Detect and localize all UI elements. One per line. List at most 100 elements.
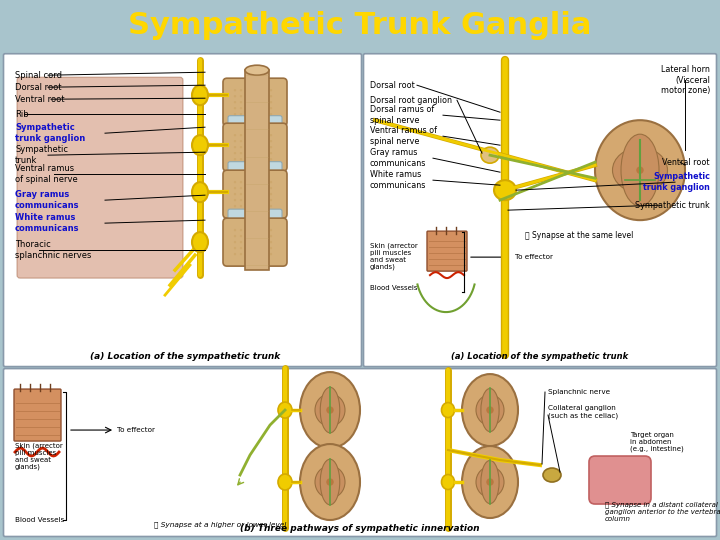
FancyBboxPatch shape xyxy=(223,170,287,218)
FancyBboxPatch shape xyxy=(4,53,361,367)
Ellipse shape xyxy=(462,374,518,446)
Ellipse shape xyxy=(192,182,208,202)
Circle shape xyxy=(252,229,254,231)
Circle shape xyxy=(240,199,242,201)
Text: Dorsal root: Dorsal root xyxy=(15,83,61,92)
Text: (b) Three pathways of sympathetic innervation: (b) Three pathways of sympathetic innerv… xyxy=(240,524,480,533)
Circle shape xyxy=(234,134,236,137)
Circle shape xyxy=(252,253,254,255)
Circle shape xyxy=(246,187,248,190)
Circle shape xyxy=(246,199,248,201)
Circle shape xyxy=(258,181,260,184)
FancyBboxPatch shape xyxy=(223,123,287,171)
Circle shape xyxy=(234,199,236,201)
Circle shape xyxy=(264,89,266,91)
Circle shape xyxy=(246,235,248,238)
Circle shape xyxy=(234,193,236,195)
Text: Gray ramus
communicans: Gray ramus communicans xyxy=(370,148,426,168)
Circle shape xyxy=(487,407,493,413)
Circle shape xyxy=(234,146,236,148)
Circle shape xyxy=(270,241,272,244)
Circle shape xyxy=(246,229,248,231)
Ellipse shape xyxy=(481,388,499,431)
Circle shape xyxy=(234,235,236,238)
Ellipse shape xyxy=(613,147,667,193)
Circle shape xyxy=(270,199,272,201)
Ellipse shape xyxy=(192,135,208,155)
Text: Sympathetic Trunk Ganglia: Sympathetic Trunk Ganglia xyxy=(128,11,592,39)
Circle shape xyxy=(240,140,242,143)
Circle shape xyxy=(246,193,248,195)
Circle shape xyxy=(240,229,242,231)
Circle shape xyxy=(270,253,272,255)
Circle shape xyxy=(234,247,236,249)
Circle shape xyxy=(270,95,272,97)
Circle shape xyxy=(258,107,260,110)
Circle shape xyxy=(252,247,254,249)
Circle shape xyxy=(258,205,260,207)
Circle shape xyxy=(252,235,254,238)
Circle shape xyxy=(258,152,260,154)
Circle shape xyxy=(258,89,260,91)
Text: Spinal cord: Spinal cord xyxy=(15,71,62,80)
Circle shape xyxy=(270,187,272,190)
Circle shape xyxy=(258,146,260,148)
Circle shape xyxy=(252,146,254,148)
Circle shape xyxy=(264,140,266,143)
Text: Sympathetic
trunk: Sympathetic trunk xyxy=(15,145,68,165)
Circle shape xyxy=(234,107,236,110)
FancyBboxPatch shape xyxy=(364,53,716,367)
Circle shape xyxy=(246,134,248,137)
Circle shape xyxy=(246,205,248,207)
Circle shape xyxy=(246,241,248,244)
Text: Sympathetic
trunk ganglion: Sympathetic trunk ganglion xyxy=(15,124,85,143)
Circle shape xyxy=(240,158,242,160)
Circle shape xyxy=(252,101,254,103)
Circle shape xyxy=(264,253,266,255)
Text: Dorsal root: Dorsal root xyxy=(370,80,415,90)
Circle shape xyxy=(252,95,254,97)
Ellipse shape xyxy=(320,459,340,505)
FancyBboxPatch shape xyxy=(228,116,282,130)
Text: Skin (arrector
pili muscles
and sweat
glands): Skin (arrector pili muscles and sweat gl… xyxy=(15,442,63,470)
Circle shape xyxy=(246,253,248,255)
Ellipse shape xyxy=(476,467,504,497)
Ellipse shape xyxy=(315,466,345,498)
Circle shape xyxy=(246,95,248,97)
FancyBboxPatch shape xyxy=(228,209,282,223)
Circle shape xyxy=(246,146,248,148)
Ellipse shape xyxy=(320,387,340,433)
Ellipse shape xyxy=(494,180,516,200)
Circle shape xyxy=(270,101,272,103)
Text: ⓟ Synapse at a higher or lower level: ⓟ Synapse at a higher or lower level xyxy=(154,521,286,528)
Circle shape xyxy=(264,229,266,231)
Circle shape xyxy=(246,140,248,143)
Text: Ventral root: Ventral root xyxy=(15,94,65,104)
Text: Sympathetic
trunk ganglion: Sympathetic trunk ganglion xyxy=(643,172,710,192)
Text: Blood Vessels: Blood Vessels xyxy=(370,285,418,291)
Circle shape xyxy=(264,146,266,148)
Circle shape xyxy=(234,89,236,91)
Text: Skin (arrector
pili muscles
and sweat
glands): Skin (arrector pili muscles and sweat gl… xyxy=(370,242,418,270)
Circle shape xyxy=(240,187,242,190)
Circle shape xyxy=(264,247,266,249)
Circle shape xyxy=(246,107,248,110)
Circle shape xyxy=(270,229,272,231)
Circle shape xyxy=(258,95,260,97)
Circle shape xyxy=(270,235,272,238)
Text: Splanchnic nerve: Splanchnic nerve xyxy=(548,389,610,395)
Circle shape xyxy=(234,113,236,116)
Text: ⓞ Synapse at the same level: ⓞ Synapse at the same level xyxy=(525,231,634,240)
Circle shape xyxy=(252,152,254,154)
Circle shape xyxy=(234,95,236,97)
Circle shape xyxy=(246,181,248,184)
Text: Ventral ramus of
spinal nerve: Ventral ramus of spinal nerve xyxy=(370,126,437,146)
Circle shape xyxy=(240,193,242,195)
Text: Ventral ramus
of spinal nerve: Ventral ramus of spinal nerve xyxy=(15,165,78,184)
Circle shape xyxy=(270,89,272,91)
Circle shape xyxy=(264,158,266,160)
Circle shape xyxy=(234,187,236,190)
Circle shape xyxy=(240,181,242,184)
Circle shape xyxy=(240,95,242,97)
Circle shape xyxy=(258,253,260,255)
